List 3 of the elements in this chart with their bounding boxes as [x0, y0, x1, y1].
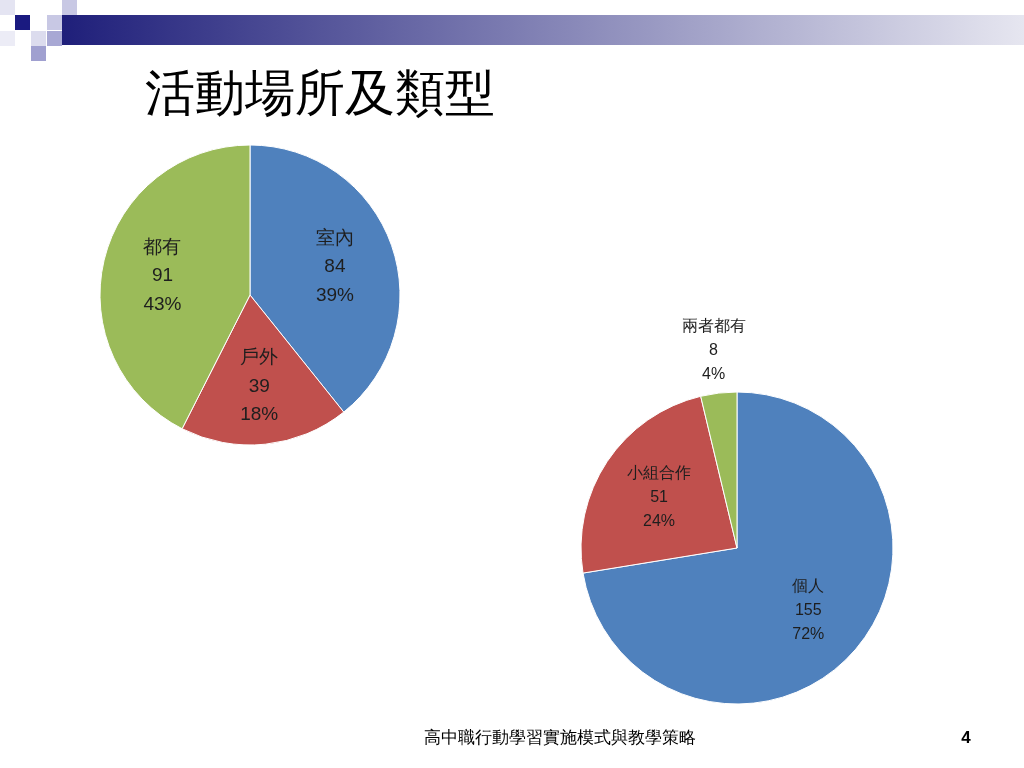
annotation: 4 — [961, 728, 971, 747]
title: 活動場所及類型 — [145, 65, 495, 121]
annotation: 高中職行動學習實施模式與教學策略 — [424, 728, 696, 747]
